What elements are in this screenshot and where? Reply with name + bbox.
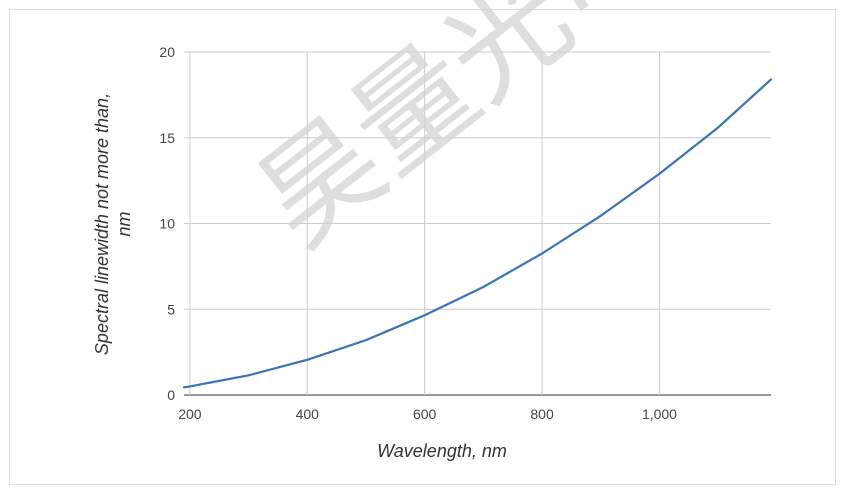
- y-tick-label: 0: [167, 387, 175, 403]
- x-tick-label: 200: [178, 406, 202, 422]
- x-axis-title: Wavelength, nm: [377, 441, 507, 461]
- x-tick-label: 400: [296, 406, 320, 422]
- series-line: [182, 78, 773, 389]
- chart-frame: [9, 9, 836, 485]
- y-tick-labels: 0 5 10 15 20: [159, 44, 175, 403]
- x-tick-label: 600: [413, 406, 437, 422]
- watermark: 昊量光电: [232, 0, 689, 272]
- y-tick-label: 15: [159, 130, 175, 146]
- series-layer: [182, 78, 773, 389]
- watermark-text: 昊量光电: [232, 0, 689, 272]
- y-axis-title: Spectral linewidth not more than, nm: [92, 93, 134, 355]
- x-tick-labels: 200 400 600 800 1,000: [178, 406, 677, 422]
- grid: [184, 51, 771, 396]
- y-tick-label: 20: [159, 44, 175, 60]
- y-tick-label: 5: [167, 301, 175, 317]
- x-tick-label: 800: [530, 406, 554, 422]
- x-tick-label: 1,000: [642, 406, 677, 422]
- y-tick-label: 10: [159, 216, 175, 232]
- y-axis-title-line1: Spectral linewidth not more than,: [92, 93, 112, 355]
- y-axis-title-line2: nm: [114, 211, 134, 236]
